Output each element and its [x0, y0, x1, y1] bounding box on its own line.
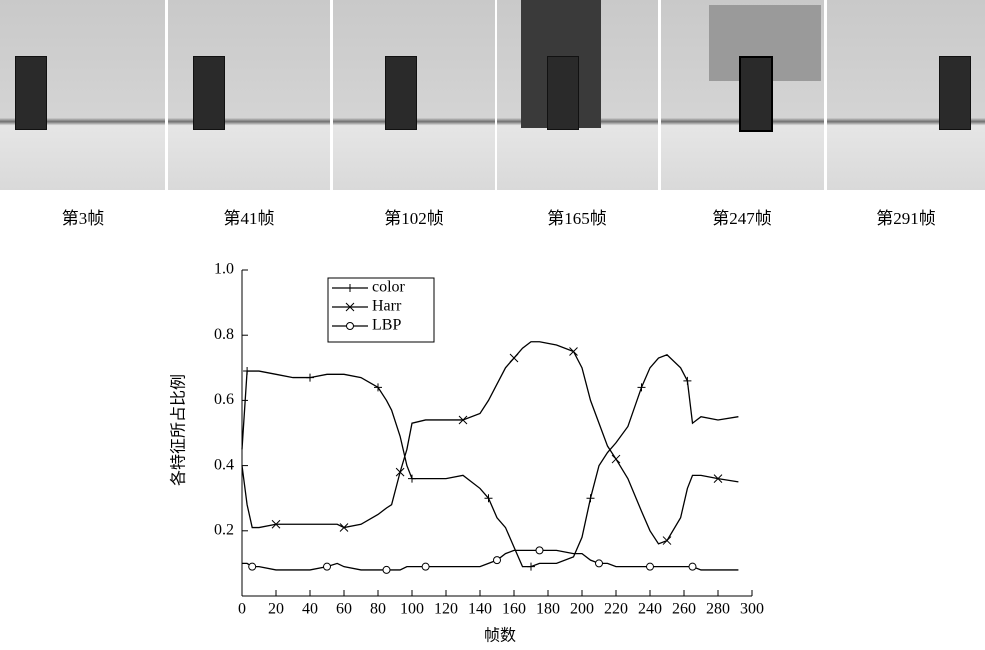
x-tick-label: 300 — [740, 601, 764, 618]
x-tick-label: 100 — [400, 601, 424, 618]
frame-image — [661, 0, 824, 190]
frame-caption: 第291帧 — [876, 209, 936, 228]
y-tick-label: 0.4 — [214, 456, 234, 473]
marker — [527, 562, 535, 571]
marker — [382, 565, 391, 574]
x-tick-label: 220 — [604, 601, 628, 618]
y-axis-label: 各特征所占比例 — [170, 374, 188, 486]
marker — [243, 367, 252, 376]
legend-box — [327, 277, 435, 343]
marker — [646, 562, 654, 571]
legend-label: color — [372, 279, 406, 296]
marker — [662, 536, 672, 545]
frame-caption: 第102帧 — [384, 209, 444, 228]
marker — [713, 474, 723, 483]
y-tick-label: 0.6 — [214, 391, 234, 408]
series-line — [242, 549, 739, 571]
marker — [569, 347, 578, 356]
x-tick-label: 80 — [370, 601, 386, 618]
x-tick-label: 20 — [268, 601, 284, 618]
frame-image — [168, 0, 330, 190]
frame-image — [827, 0, 985, 190]
marker — [611, 454, 621, 464]
marker — [323, 562, 331, 571]
x-tick-label: 260 — [672, 601, 696, 618]
x-tick-label: 140 — [468, 601, 492, 618]
frame-image — [333, 0, 495, 190]
marker — [339, 523, 349, 532]
x-tick-label: 0 — [238, 601, 246, 618]
frame-caption: 第41帧 — [223, 209, 275, 228]
frame-caption: 第3帧 — [61, 209, 105, 228]
marker — [346, 284, 354, 292]
marker — [408, 474, 416, 483]
marker — [683, 376, 692, 385]
x-tick-label: 60 — [336, 601, 352, 618]
legend-label: LBP — [372, 317, 401, 334]
x-tick-label: 240 — [638, 601, 662, 618]
frame-image — [0, 0, 165, 190]
legend-label: Harr — [372, 298, 402, 315]
marker — [595, 559, 603, 568]
marker — [421, 562, 430, 571]
marker — [271, 519, 281, 529]
marker — [484, 494, 493, 503]
y-tick-label: 0.8 — [214, 326, 234, 343]
y-tick-label: 1.0 — [214, 261, 234, 278]
x-tick-label: 160 — [502, 601, 526, 618]
marker — [395, 467, 405, 477]
x-tick-label: 120 — [434, 601, 458, 618]
x-axis-label: 帧数 — [484, 627, 516, 645]
marker — [345, 302, 355, 312]
series-line — [241, 354, 739, 568]
series-line — [241, 341, 739, 545]
x-tick-label: 180 — [536, 601, 560, 618]
marker — [535, 546, 544, 555]
marker — [688, 562, 697, 571]
marker — [458, 415, 468, 425]
frame-image — [497, 0, 658, 190]
marker — [509, 353, 519, 363]
x-tick-label: 40 — [302, 601, 318, 618]
y-tick-label: 0.2 — [214, 521, 234, 538]
x-tick-label: 280 — [706, 601, 730, 618]
marker — [374, 383, 382, 392]
marker — [248, 562, 257, 571]
marker — [637, 383, 646, 392]
marker — [586, 494, 595, 503]
marker — [493, 556, 501, 565]
marker — [306, 373, 314, 382]
frame-caption: 第165帧 — [547, 209, 607, 228]
frame-caption: 第247帧 — [712, 209, 772, 228]
x-tick-label: 200 — [570, 601, 594, 618]
marker — [346, 322, 354, 330]
